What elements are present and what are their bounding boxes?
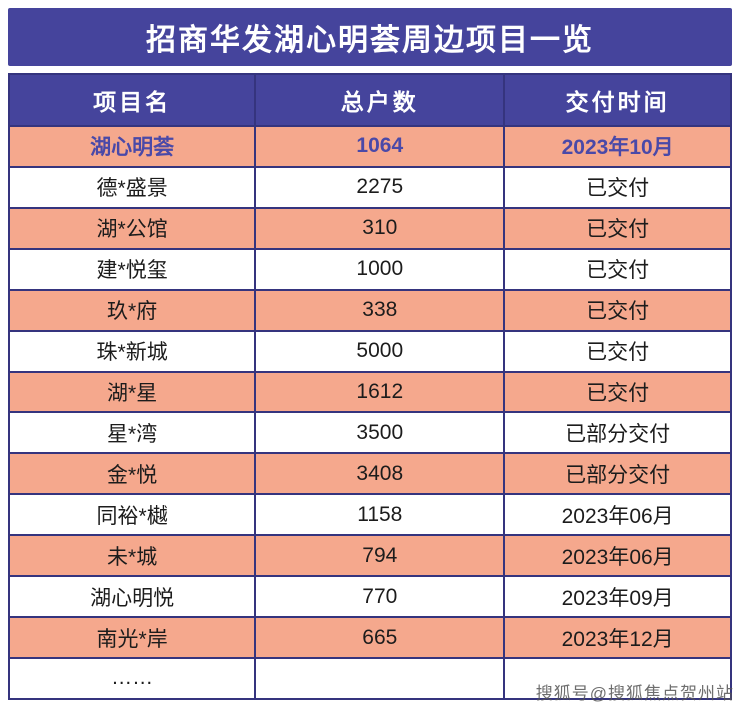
table-row: 湖*星 1612 已交付 [10, 370, 730, 412]
cell-delivery-time: 已部分交付 [505, 452, 730, 493]
table-row: 星*湾 3500 已部分交付 [10, 411, 730, 453]
header-cell-total-units: 总户数 [256, 75, 506, 125]
cell-delivery-time: 已交付 [505, 329, 730, 371]
cell-project-name: 南光*岸 [10, 616, 257, 657]
header-cell-delivery-time: 交付时间 [565, 89, 670, 115]
cell-total-units: 5000 [256, 329, 506, 371]
cell-delivery-time: 2023年06月 [505, 493, 730, 534]
cell-total-units [256, 656, 506, 698]
cell-project-name: 星*湾 [10, 411, 257, 453]
projects-table: 项目名 总户数 交付时间 湖心明荟 1064 2023年10月 德*盛景 227… [8, 73, 732, 700]
cell-project-name: 湖心明悦 [10, 575, 257, 617]
table-row: 湖*公馆 310 已交付 [10, 206, 730, 248]
table-row: …… [10, 656, 730, 698]
table-row: 未*城 794 2023年06月 [10, 534, 730, 576]
cell-total-units: 770 [256, 575, 506, 617]
cell-total-units: 665 [256, 616, 506, 657]
cell-delivery-time: 2023年10月 [505, 125, 730, 166]
cell-project-name: 德*盛景 [10, 165, 257, 207]
cell-delivery-time: 2023年12月 [505, 616, 730, 657]
cell-project-name: 湖心明荟 [10, 125, 257, 166]
cell-total-units: 1612 [256, 370, 506, 412]
cell-total-units: 310 [256, 206, 506, 248]
cell-total-units: 1064 [256, 125, 506, 166]
cell-delivery-time: 已交付 [505, 370, 730, 412]
cell-total-units: 3500 [256, 411, 506, 453]
table-row-highlight: 湖心明荟 1064 2023年10月 [10, 125, 730, 166]
cell-project-name: 未*城 [10, 534, 257, 576]
table-row: 玖*府 338 已交付 [10, 288, 730, 330]
cell-project-name: 珠*新城 [10, 329, 257, 371]
table-row: 珠*新城 5000 已交付 [10, 329, 730, 371]
cell-project-name: 金*悦 [10, 452, 257, 494]
cell-delivery-time: 已交付 [505, 206, 730, 248]
cell-delivery-time: 已交付 [505, 165, 730, 207]
cell-delivery-time: 2023年09月 [505, 575, 730, 616]
table-row: 金*悦 3408 已部分交付 [10, 452, 730, 494]
cell-total-units: 1158 [256, 493, 506, 535]
cell-delivery-time: 已交付 [505, 247, 730, 289]
page-title: 招商华发湖心明荟周边项目一览 [8, 8, 732, 66]
cell-project-name: 湖*星 [10, 370, 257, 412]
cell-project-name: 湖*公馆 [10, 206, 257, 248]
cell-total-units: 2275 [256, 165, 506, 207]
cell-total-units: 338 [256, 288, 506, 330]
cell-delivery-time [505, 656, 730, 698]
table-row: 同裕*樾 1158 2023年06月 [10, 493, 730, 535]
table-header-row: 项目名 总户数 交付时间 [10, 75, 730, 125]
cell-project-name: 建*悦玺 [10, 247, 257, 289]
cell-project-name: …… [10, 656, 257, 698]
cell-total-units: 3408 [256, 452, 506, 494]
table-row: 建*悦玺 1000 已交付 [10, 247, 730, 289]
title-gap [8, 66, 732, 73]
cell-total-units: 794 [256, 534, 506, 576]
cell-delivery-time: 已交付 [505, 288, 730, 330]
cell-project-name: 玖*府 [10, 288, 257, 330]
header-cell-project-name: 项目名 [10, 75, 257, 125]
table-row: 湖心明悦 770 2023年09月 [10, 575, 730, 617]
cell-total-units: 1000 [256, 247, 506, 289]
cell-delivery-time: 已部分交付 [505, 411, 730, 452]
table-row: 德*盛景 2275 已交付 [10, 165, 730, 207]
cell-delivery-time: 2023年06月 [505, 534, 730, 575]
cell-project-name: 同裕*樾 [10, 493, 257, 535]
table-row: 南光*岸 665 2023年12月 [10, 616, 730, 657]
